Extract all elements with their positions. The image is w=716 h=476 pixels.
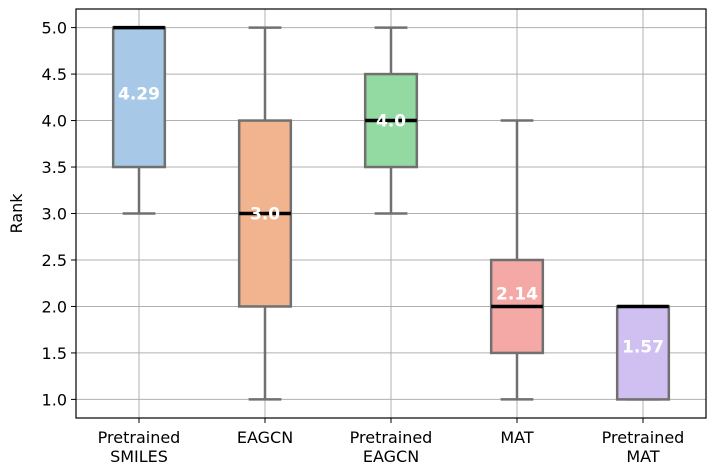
box-3 [489, 119, 545, 401]
boxes [111, 25, 671, 401]
mean-label: 4.0 [376, 112, 406, 132]
iqr-box [111, 26, 167, 169]
box-0 [111, 25, 167, 215]
x-tick-label: MAT [626, 447, 660, 466]
mean-label: 1.57 [622, 337, 664, 357]
mean-label: 4.29 [118, 85, 160, 105]
mean-label: 3.0 [250, 205, 280, 225]
y-tick-label: 3.0 [42, 205, 67, 224]
mean-annotations: 4.29 3.0 4.0 2.14 1.57 [118, 85, 664, 358]
y-axis-label: Rank [7, 193, 26, 234]
y-tick-label: 2.5 [42, 251, 67, 270]
x-tick-label: Pretrained [350, 428, 433, 447]
x-tick-label: SMILES [110, 447, 168, 466]
mean-label: 2.14 [496, 284, 538, 304]
y-tick-label: 4.5 [42, 65, 67, 84]
y-tick-label: 1.5 [42, 344, 67, 363]
x-tick-label: Pretrained [98, 428, 181, 447]
x-tick-label: MAT [500, 428, 534, 447]
box-4 [615, 304, 671, 401]
y-tick-label: 2.0 [42, 297, 67, 316]
x-tick-label: Pretrained [602, 428, 685, 447]
y-tick-label: 3.5 [42, 158, 67, 177]
y-tick-label: 5.0 [42, 19, 67, 38]
box-1 [237, 26, 293, 401]
y-tick-label: 1.0 [42, 390, 67, 409]
x-tick-label: EAGCN [237, 428, 293, 447]
y-tick-label: 4.0 [42, 112, 67, 131]
x-tick-label: EAGCN [363, 447, 419, 466]
y-axis: 1.0 1.5 2.0 2.5 3.0 3.5 4.0 4.5 5.0 [42, 19, 76, 409]
box-2 [363, 26, 419, 215]
